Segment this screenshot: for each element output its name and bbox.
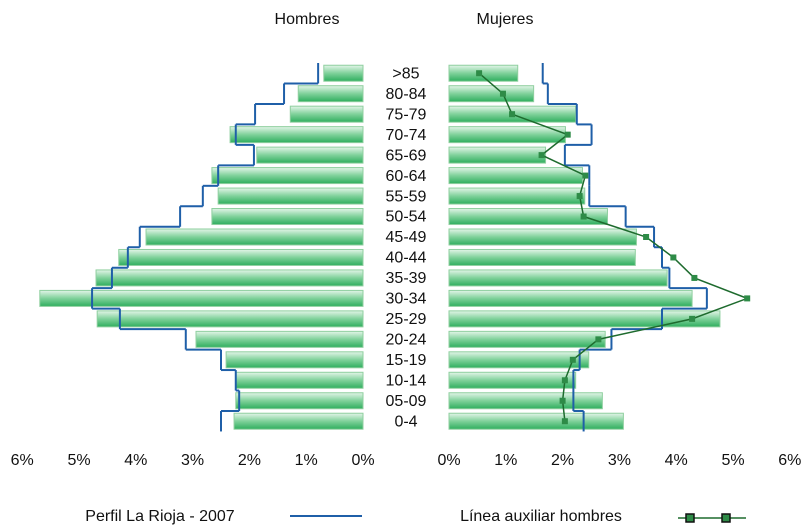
x-tick-label: 1%: [295, 452, 318, 469]
bar: [448, 269, 668, 287]
bar: [229, 126, 364, 144]
bar: [211, 167, 364, 185]
category-label: >85: [392, 65, 419, 82]
aux-marker: [561, 377, 568, 384]
bar: [448, 371, 577, 389]
category-label: 20-24: [386, 332, 427, 349]
category-label: 10-14: [386, 373, 427, 390]
bar: [448, 85, 535, 103]
category-label: 25-29: [386, 311, 427, 328]
category-label: 50-54: [386, 209, 427, 226]
category-label: 70-74: [386, 127, 427, 144]
bar: [448, 310, 721, 328]
bar: [448, 187, 586, 205]
aux-marker: [569, 356, 576, 363]
aux-marker: [691, 274, 698, 281]
bar: [448, 228, 637, 246]
category-label: 45-49: [386, 229, 427, 246]
bar: [448, 208, 608, 226]
category-label: 40-44: [386, 250, 427, 267]
aux-marker: [509, 111, 516, 118]
bar: [448, 412, 624, 430]
bar: [145, 228, 364, 246]
aux-line: [478, 72, 750, 422]
x-tick-label: 5%: [721, 452, 744, 469]
bar: [448, 146, 547, 164]
bar: [448, 289, 693, 307]
x-tick-label: 0%: [351, 452, 374, 469]
bar: [448, 392, 603, 410]
bar: [95, 269, 364, 287]
x-tick-label: 6%: [11, 452, 34, 469]
bar: [448, 126, 566, 144]
bar: [39, 289, 364, 307]
aux-marker: [559, 397, 566, 404]
bar: [448, 248, 636, 266]
x-tick-label: 3%: [181, 452, 204, 469]
aux-marker: [689, 315, 696, 322]
category-label: 75-79: [386, 106, 427, 123]
x-tick-label: 5%: [67, 452, 90, 469]
legend-label: Perfil La Rioja - 2007: [85, 508, 235, 525]
category-label: 80-84: [386, 86, 427, 103]
category-label: 0-4: [394, 413, 417, 430]
aux-marker: [564, 131, 571, 138]
category-label: 30-34: [386, 291, 427, 308]
aux-marker: [744, 295, 751, 302]
category-label: 05-09: [386, 393, 427, 410]
x-tick-label: 0%: [437, 452, 460, 469]
x-tick-label: 2%: [551, 452, 574, 469]
bar: [235, 392, 364, 410]
legend-label: Línea auxiliar hombres: [460, 508, 622, 525]
bar: [448, 351, 590, 369]
x-tick-label: 1%: [494, 452, 517, 469]
aux-marker: [670, 254, 677, 261]
aux-marker: [476, 70, 483, 77]
aux-marker: [561, 418, 568, 425]
x-tick-label: 4%: [124, 452, 147, 469]
bar: [448, 167, 583, 185]
aux-marker: [580, 213, 587, 220]
x-tick-label: 2%: [238, 452, 261, 469]
aux-marker: [643, 233, 650, 240]
bar: [96, 310, 364, 328]
bar: [235, 371, 364, 389]
aux-marker: [576, 193, 583, 200]
bar: [195, 330, 364, 348]
aux-marker: [499, 90, 506, 97]
bar: [217, 187, 364, 205]
legend-swatch-marker: [721, 513, 731, 523]
bar: [323, 64, 364, 82]
bar: [289, 105, 364, 123]
category-label: 15-19: [386, 352, 427, 369]
x-tick-label: 3%: [608, 452, 631, 469]
x-tick-label: 6%: [778, 452, 801, 469]
bar: [297, 85, 364, 103]
category-label: 55-59: [386, 188, 427, 205]
panel-title: Hombres: [275, 11, 340, 28]
category-label: 60-64: [386, 168, 427, 185]
category-label: 65-69: [386, 147, 427, 164]
bar: [448, 64, 519, 82]
x-tick-label: 4%: [665, 452, 688, 469]
bar: [211, 208, 364, 226]
bar: [118, 248, 364, 266]
category-label: 35-39: [386, 270, 427, 287]
bar: [233, 412, 364, 430]
aux-marker: [582, 172, 589, 179]
panel-title: Mujeres: [477, 11, 534, 28]
aux-marker: [595, 336, 602, 343]
aux-marker: [538, 152, 545, 159]
bar: [448, 330, 606, 348]
bar: [225, 351, 364, 369]
bar: [256, 146, 364, 164]
legend-swatch-marker: [685, 513, 695, 523]
